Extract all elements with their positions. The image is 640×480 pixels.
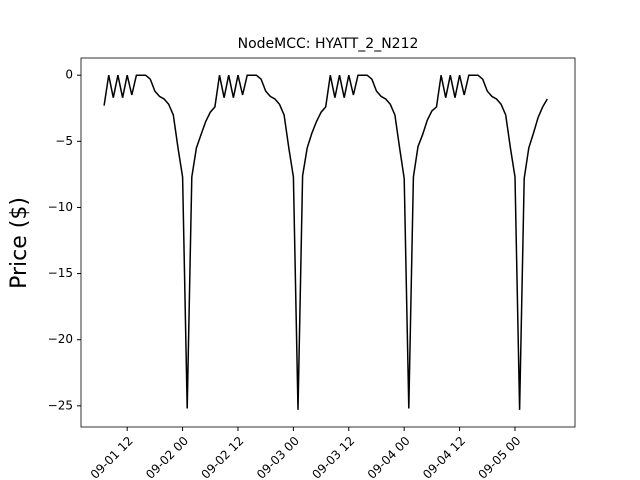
y-tick-label: −5 bbox=[55, 134, 73, 148]
y-tick-label: −15 bbox=[48, 266, 73, 280]
y-axis-label: Price ($) bbox=[7, 197, 32, 289]
y-tick-label: −10 bbox=[48, 200, 73, 214]
y-tick-label: 0 bbox=[65, 68, 73, 82]
y-tick-label: −25 bbox=[48, 398, 73, 412]
y-tick-label: −20 bbox=[48, 332, 73, 346]
plot-frame bbox=[80, 57, 576, 428]
chart-title: NodeMCC: HYATT_2_N212 bbox=[238, 36, 419, 52]
line bbox=[103, 74, 548, 410]
